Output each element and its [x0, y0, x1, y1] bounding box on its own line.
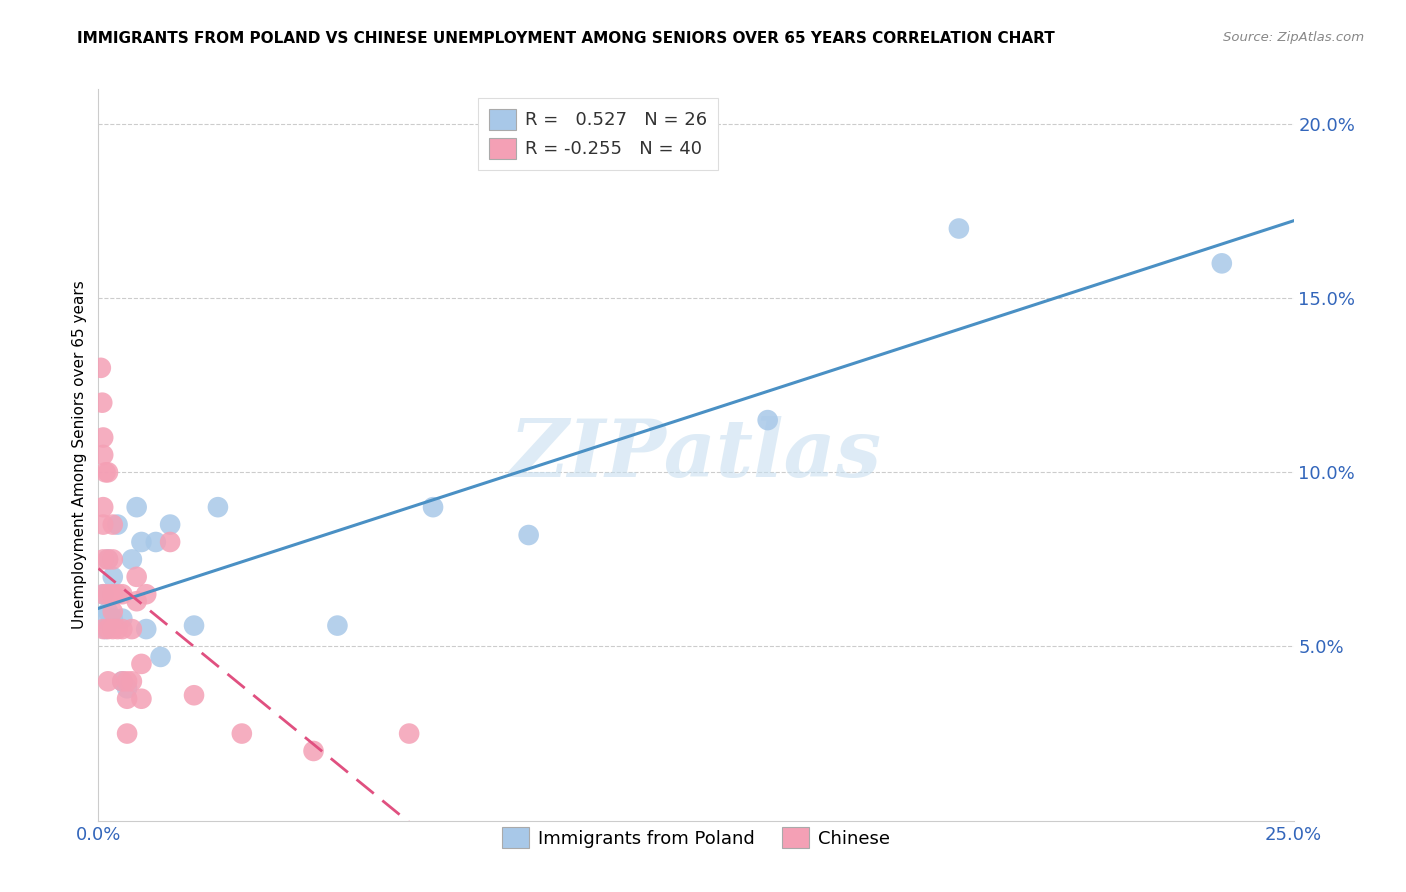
Point [91, 517, 114, 532]
Point [91, 612, 114, 626]
Point [756, 413, 779, 427]
Point [101, 552, 124, 566]
Point [101, 517, 124, 532]
Point [131, 657, 153, 671]
Point [91, 622, 114, 636]
Point [121, 622, 143, 636]
Point [183, 618, 205, 632]
Point [111, 612, 134, 626]
Point [91, 430, 114, 444]
Point [183, 688, 205, 702]
Point [91, 587, 114, 601]
Point [145, 535, 167, 549]
Point [97, 622, 120, 636]
Text: Source: ZipAtlas.com: Source: ZipAtlas.com [1223, 31, 1364, 45]
Point [111, 587, 134, 601]
Point [326, 618, 349, 632]
Point [91, 587, 114, 601]
Point [97, 605, 120, 619]
Point [97, 466, 120, 480]
Point [97, 552, 120, 566]
Point [107, 517, 129, 532]
Point [91, 552, 114, 566]
Point [121, 674, 143, 689]
Point [159, 517, 181, 532]
Point [398, 726, 420, 740]
Point [101, 587, 124, 601]
Point [101, 570, 124, 584]
Point [115, 681, 138, 696]
Point [107, 587, 129, 601]
Point [125, 594, 148, 608]
Y-axis label: Unemployment Among Seniors over 65 years: Unemployment Among Seniors over 65 years [72, 281, 87, 629]
Point [101, 622, 124, 636]
Point [302, 744, 325, 758]
Point [94, 466, 117, 480]
Point [101, 612, 124, 626]
Point [131, 691, 153, 706]
Point [91, 500, 114, 515]
Point [135, 622, 157, 636]
Point [125, 500, 148, 515]
Legend: Immigrants from Poland, Chinese: Immigrants from Poland, Chinese [495, 821, 897, 855]
Point [159, 535, 181, 549]
Point [97, 674, 120, 689]
Point [91, 448, 114, 462]
Point [125, 570, 148, 584]
Point [111, 674, 134, 689]
Point [107, 622, 129, 636]
Text: ZIPatlas: ZIPatlas [510, 417, 882, 493]
Point [115, 726, 138, 740]
Point [231, 726, 253, 740]
Point [131, 535, 153, 549]
Point [207, 500, 229, 515]
Point [517, 528, 540, 542]
Point [97, 587, 120, 601]
Point [948, 221, 970, 235]
Point [97, 552, 120, 566]
Point [91, 395, 114, 409]
Text: IMMIGRANTS FROM POLAND VS CHINESE UNEMPLOYMENT AMONG SENIORS OVER 65 YEARS CORRE: IMMIGRANTS FROM POLAND VS CHINESE UNEMPL… [77, 31, 1054, 46]
Point [149, 649, 172, 664]
Point [101, 605, 124, 619]
Point [135, 587, 157, 601]
Point [111, 674, 134, 689]
Point [115, 691, 138, 706]
Point [111, 622, 134, 636]
Point [422, 500, 444, 515]
Point [1211, 256, 1233, 270]
Point [90, 360, 112, 375]
Point [94, 622, 117, 636]
Point [115, 674, 138, 689]
Point [121, 552, 143, 566]
